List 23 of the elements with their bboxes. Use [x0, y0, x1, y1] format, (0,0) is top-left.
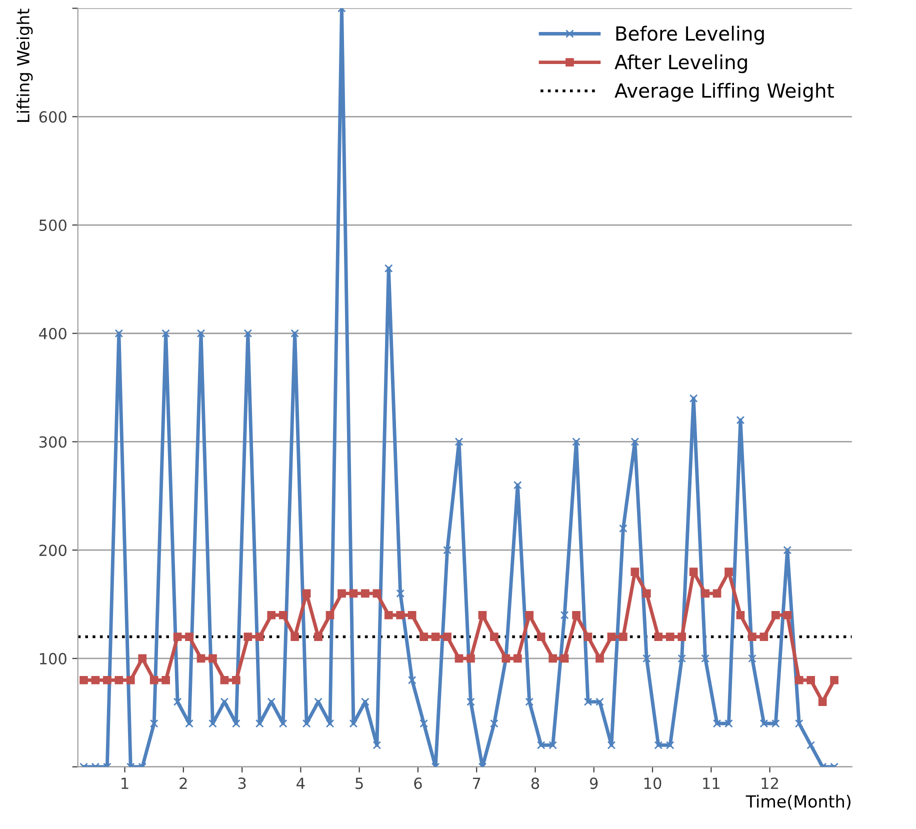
- y-tick-label: 300: [39, 436, 66, 448]
- legend-label: Before Leveling: [616, 26, 764, 45]
- y-tick-label: 500: [39, 219, 66, 232]
- x-tick-label: 12: [762, 778, 778, 789]
- x-axis-title: Time(Month): [746, 794, 850, 810]
- x-tick-label: 2: [180, 778, 187, 789]
- legend-label: Average Liffing Weight: [614, 82, 834, 102]
- y-axis-title: Lifting Weight: [16, 8, 33, 122]
- x-tick-label: 9: [590, 778, 598, 790]
- x-tick-label: 11: [703, 778, 720, 789]
- x-tick-label: 8: [531, 778, 540, 790]
- legend-label: After Leveling: [614, 54, 747, 74]
- x-tick-label: 7: [472, 778, 480, 789]
- x-tick-label: 6: [414, 778, 422, 790]
- x-tick-label: 4: [296, 778, 305, 789]
- x-tick-label: 5: [356, 778, 363, 790]
- x-tick-label: 10: [644, 778, 662, 790]
- x-tick-label: 3: [238, 778, 246, 790]
- y-tick-label: 200: [39, 544, 66, 556]
- y-tick-label: 400: [39, 328, 66, 340]
- y-tick-label: 600: [39, 111, 66, 123]
- y-tick-label: 100: [40, 652, 66, 664]
- x-tick-label: 1: [122, 778, 128, 789]
